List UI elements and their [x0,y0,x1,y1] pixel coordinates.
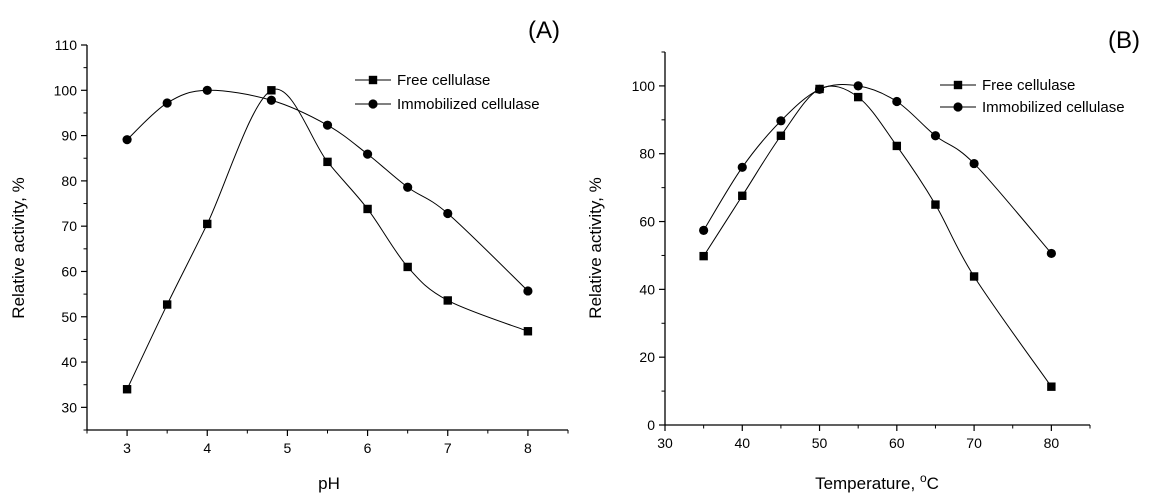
y-tick-label-b: 0 [647,417,655,433]
y-tick-label-a: 100 [54,82,78,98]
data-point-b-free [776,131,786,140]
legend-entry-b-immobilized: Immobilized cellulase [940,99,1125,116]
curves-a [126,88,529,390]
axes-a: 3 4 5 6 7 8 30 40 50 60 70 80 90 100 110 [54,37,569,456]
legend-marker [953,102,963,112]
legend-entry-a-free: Free cellulase [355,72,490,89]
x-tick-label-b: 30 [657,435,673,451]
y-tick-label-a: 90 [61,128,77,144]
x-axis-title-b: Temperature, oC [815,471,939,493]
data-point-a-immobilized [443,208,453,219]
legend-label: Immobilized cellulase [397,96,540,113]
data-point-b-immobilized [1046,248,1056,259]
x-tick-label-b: 50 [812,435,828,451]
data-point-a-free [267,86,276,95]
markers-b [699,81,1056,391]
data-point-a-immobilized [162,98,172,108]
x-tick-label-b: 40 [734,435,750,451]
data-point-b-immobilized [969,158,979,169]
data-point-a-free [363,204,372,214]
y-tick-label-b: 60 [639,214,655,230]
y-axis-title-b: Relative activity, % [586,177,605,318]
y-tick-label-b: 20 [639,349,655,365]
data-point-a-immobilized [122,135,132,145]
data-point-a-immobilized [523,286,533,296]
data-point-a-free [203,219,212,229]
data-point-a-immobilized [322,120,333,130]
data-point-a-free [443,296,452,305]
data-point-b-free [969,272,979,281]
x-tick-label-a: 4 [203,440,211,456]
legend-entry-b-free: Free cellulase [940,77,1075,94]
data-point-b-immobilized [699,225,709,235]
y-axis-title-a: Relative activity, % [9,177,28,318]
x-tick-label-a: 6 [364,440,372,456]
x-axis-title-b-text: Temperature, [815,474,920,493]
x-tick-label-a: 7 [444,440,452,456]
data-point-a-free [403,262,412,272]
data-point-b-free [853,92,863,102]
data-point-b-free [931,200,940,209]
x-axis-title-b-degree: o [920,471,927,485]
axes-b: 30 40 50 60 70 80 0 20 40 60 80 100 [632,51,1091,451]
legend-marker [953,80,963,90]
y-tick-label-a: 50 [61,309,77,325]
data-point-a-free [523,327,533,336]
data-point-b-immobilized [853,81,863,91]
x-tick-label-b: 60 [889,435,905,451]
data-point-a-immobilized [403,182,413,192]
y-tick-label-b: 100 [632,78,656,94]
data-point-b-immobilized [892,96,902,107]
legend-entry-a-immobilized: Immobilized cellulase [355,96,540,113]
y-tick-label-a: 110 [55,37,78,53]
panel-label-a: (A) [528,17,560,44]
legend-label: Free cellulase [397,72,490,89]
series-line-b-free [703,85,1052,387]
y-tick-label-b: 40 [639,281,655,297]
legend-marker [368,75,378,85]
x-tick-label-a: 3 [123,440,131,456]
data-point-a-free [323,157,332,167]
data-point-b-immobilized [737,162,747,172]
chart-panel-a: (A) 3 4 5 6 7 8 30 40 50 60 70 80 90 100 110 pH Relati… [9,17,569,493]
data-point-b-free [699,251,708,261]
x-tick-label-b: 70 [966,435,982,451]
y-tick-label-a: 80 [61,173,77,189]
x-tick-label-b: 80 [1044,435,1060,451]
data-point-b-immobilized [776,116,786,126]
markers-a [122,85,533,394]
data-point-b-free [892,141,902,151]
data-point-a-immobilized [202,85,212,95]
x-tick-label-a: 8 [524,440,532,456]
data-point-a-immobilized [266,95,276,105]
panel-label-b: (B) [1108,27,1140,54]
y-tick-label-a: 30 [61,399,77,415]
y-tick-label-a: 70 [61,218,77,234]
y-tick-label-a: 40 [61,354,77,370]
y-tick-label-b: 80 [639,146,655,162]
curves-b [703,84,1052,387]
x-axis-title-b-unit: C [927,474,939,493]
data-point-b-free [1047,382,1056,391]
data-point-b-immobilized [930,131,941,141]
legend-a: Free cellulase Immobilized cellulase [355,72,540,113]
x-tick-label-a: 5 [284,440,292,456]
data-point-b-free [738,191,747,200]
legend-b: Free cellulase Immobilized cellulase [940,77,1125,116]
data-point-a-immobilized [362,149,373,159]
x-axis-title-a: pH [318,474,340,493]
legend-marker [368,99,378,109]
data-point-a-free [162,300,172,309]
legend-label: Immobilized cellulase [982,99,1125,116]
data-point-b-immobilized [814,84,825,94]
y-tick-label-a: 60 [61,263,77,279]
series-line-a-immobilized [126,89,529,292]
data-point-a-free [122,385,132,394]
series-line-a-free [126,88,529,390]
chart-panel-b: (B) 30 40 50 60 70 80 0 20 40 60 80 100 Temperature… [586,27,1140,493]
legend-label: Free cellulase [982,77,1075,94]
